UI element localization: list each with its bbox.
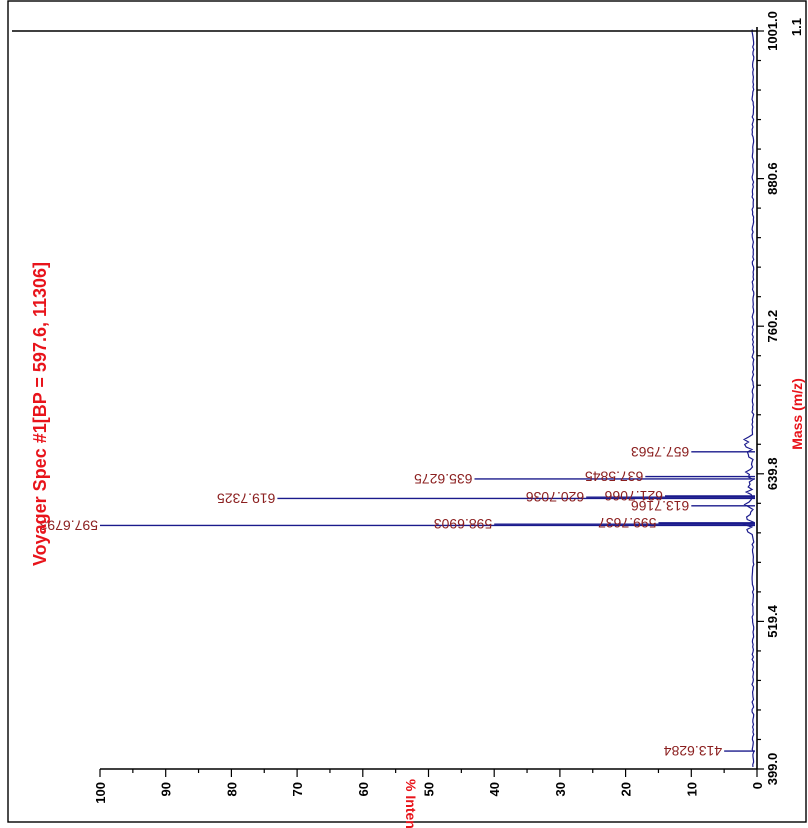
peak-label: 657.7563 xyxy=(631,444,690,460)
peak-label: 635.6275 xyxy=(414,471,473,487)
peak-label: 598.6903 xyxy=(434,516,493,532)
baseline-noise xyxy=(742,29,755,768)
peak-label: 621.7066 xyxy=(604,488,663,504)
peak-label: 413.6284 xyxy=(664,743,723,759)
peak-label: 620.7036 xyxy=(526,489,585,505)
peak-label: 597.6793 xyxy=(39,517,98,533)
y-tick-label: 90 xyxy=(159,782,174,796)
x-tick-label: 639.8 xyxy=(765,458,780,491)
x-tick-label: 880.6 xyxy=(765,162,780,195)
x-tick-label: 1001.0 xyxy=(765,11,780,51)
y-tick-label: 30 xyxy=(553,782,568,796)
y-tick-label: 100 xyxy=(93,782,108,804)
peak-labels: 597.6793 619.7325 635.6275 598.6903 620.7036… xyxy=(39,444,722,759)
x-tick-label: 519.4 xyxy=(765,604,780,637)
y-tick-label: 20 xyxy=(619,782,634,796)
peak-label: 613.7166 xyxy=(631,498,690,514)
y-tick-label: 40 xyxy=(487,782,502,796)
y-tick-label: 60 xyxy=(356,782,371,796)
rotated-plot-group: 399.0 519.4 639.8 760.2 880.6 1001.0 0 10 20 30 4… xyxy=(12,11,805,828)
x-tick-label: 399.0 xyxy=(765,753,780,786)
y-axis-ticks: 0 10 20 30 40 50 60 70 80 90 100 xyxy=(93,768,765,804)
x-axis-ticks: 399.0 519.4 639.8 760.2 880.6 1001.0 xyxy=(756,11,780,786)
figure-frame xyxy=(7,0,807,823)
top-right-value: 1.1 xyxy=(789,18,804,36)
plot-area xyxy=(12,29,757,768)
peak-label: 619.7325 xyxy=(217,490,276,506)
x-tick-label: 760.2 xyxy=(765,310,780,343)
y-tick-label: 70 xyxy=(290,782,305,796)
y-tick-label: 0 xyxy=(750,782,765,789)
y-tick-label: 80 xyxy=(224,782,239,796)
y-tick-label: 50 xyxy=(422,782,437,796)
y-tick-label: 10 xyxy=(684,782,699,796)
y-axis-title: % Intensity xyxy=(403,779,419,828)
x-axis-title: Mass (m/z) xyxy=(789,378,805,450)
peak-label: 599.7637 xyxy=(598,515,657,531)
peak-label: 637.5845 xyxy=(585,469,644,485)
chart-title: Voyager Spec #1[BP = 597.6, 11306] xyxy=(30,262,50,566)
